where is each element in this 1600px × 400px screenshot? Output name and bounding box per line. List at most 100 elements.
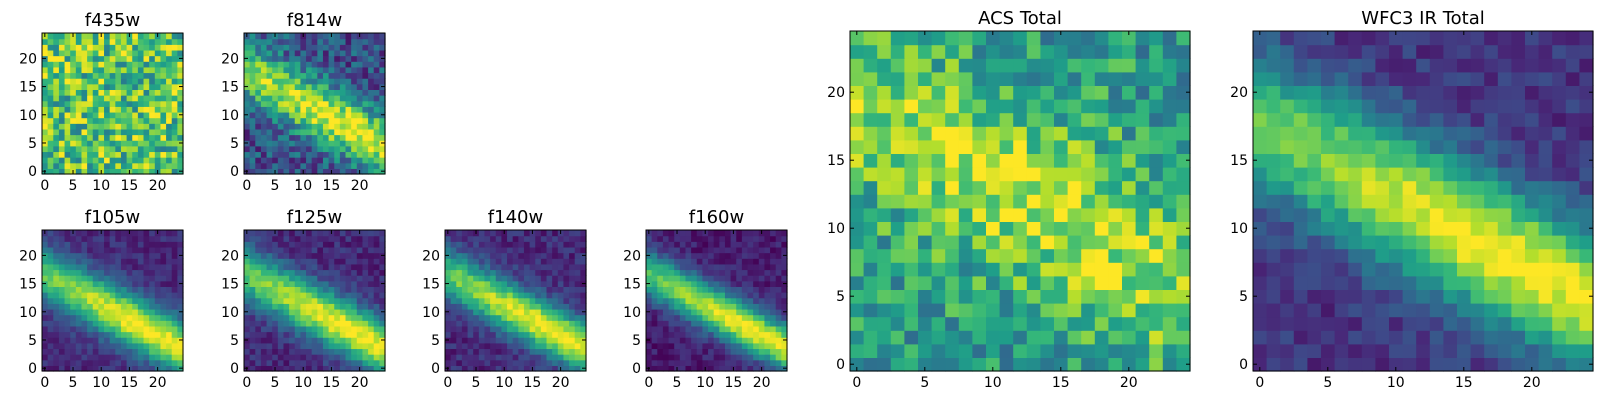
heatmap-cell (742, 264, 748, 270)
heatmap-cell (53, 247, 59, 253)
heatmap-cell (1000, 276, 1014, 290)
heatmap-cell (1122, 113, 1136, 127)
heatmap-cell (547, 286, 553, 292)
heatmap-cell (244, 151, 250, 157)
heatmap-cell (1389, 181, 1403, 195)
heatmap-cell (725, 360, 731, 366)
heatmap-cell (121, 247, 127, 253)
heatmap-cell (283, 292, 289, 298)
heatmap-cell (244, 264, 250, 270)
heatmap-cell (1108, 276, 1122, 290)
heatmap-cell (1484, 330, 1498, 344)
heatmap-cell (317, 95, 323, 101)
heatmap-cell (850, 126, 864, 140)
heatmap-cell (160, 78, 166, 84)
heatmap-cell (306, 78, 312, 84)
heatmap-cell (1149, 303, 1163, 317)
heatmap-cell (877, 58, 891, 72)
heatmap-cell (144, 332, 150, 338)
heatmap-cell (972, 99, 986, 113)
heatmap-cell (1040, 357, 1054, 371)
heatmap-cell (267, 292, 273, 298)
heatmap-cell (53, 354, 59, 360)
heatmap-cell (864, 126, 878, 140)
heatmap-cell (368, 140, 374, 146)
heatmap-cell (127, 264, 133, 270)
heatmap-cell (685, 354, 691, 360)
heatmap-cell (770, 253, 776, 259)
heatmap-cell (295, 140, 301, 146)
heatmap-cell (691, 298, 697, 304)
heatmap-cell (127, 332, 133, 338)
heatmap-cell (674, 309, 680, 315)
heatmap-cell (110, 360, 116, 366)
heatmap-cell (1416, 330, 1430, 344)
heatmap-cell (484, 241, 490, 247)
heatmap-cell (283, 303, 289, 309)
heatmap-cell (65, 292, 71, 298)
heatmap-cell (70, 281, 76, 287)
heatmap-cell (42, 39, 48, 45)
heatmap-cell (1335, 262, 1349, 276)
heatmap-cell (317, 129, 323, 135)
heatmap-cell (1136, 58, 1150, 72)
heatmap-cell (115, 95, 121, 101)
heatmap-cell (81, 50, 87, 56)
heatmap-cell (317, 348, 323, 354)
heatmap-cell (110, 61, 116, 67)
heatmap-cell (575, 354, 581, 360)
heatmap-cell (725, 275, 731, 281)
heatmap-cell (272, 236, 278, 242)
heatmap-cell (329, 281, 335, 287)
heatmap-cell (127, 112, 133, 118)
heatmap-cell (1348, 221, 1362, 235)
heatmap-cell (1000, 303, 1014, 317)
heatmap-cell (535, 269, 541, 275)
heatmap-cell (110, 303, 116, 309)
heatmap-cell (652, 337, 658, 343)
heatmap-cell (1176, 140, 1190, 154)
heatmap-cell (368, 112, 374, 118)
heatmap-cell (468, 281, 474, 287)
heatmap-cell (530, 326, 536, 332)
heatmap-cell (1136, 126, 1150, 140)
heatmap-cell (1136, 208, 1150, 222)
heatmap-cell (719, 258, 725, 264)
heatmap-cell (317, 286, 323, 292)
heatmap-cell (255, 241, 261, 247)
heatmap-cell (864, 140, 878, 154)
heatmap-cell (346, 33, 352, 39)
heatmap-cell (759, 348, 765, 354)
heatmap-cell (1362, 330, 1376, 344)
heatmap-cell (753, 298, 759, 304)
heatmap-cell (451, 303, 457, 309)
heatmap-cell (110, 72, 116, 78)
heatmap-cell (1068, 153, 1082, 167)
heatmap-cell (904, 276, 918, 290)
heatmap-cell (691, 247, 697, 253)
heatmap-cell (115, 348, 121, 354)
heatmap-cell (657, 241, 663, 247)
heatmap-cell (121, 258, 127, 264)
heatmap-cell (697, 269, 703, 275)
heatmap-cell (144, 309, 150, 315)
heatmap-cell (552, 315, 558, 321)
heatmap-cell (1280, 153, 1294, 167)
heatmap-cell (1253, 344, 1267, 358)
heatmap-cell (312, 343, 318, 349)
heatmap-cell (501, 360, 507, 366)
heatmap-cell (76, 146, 82, 152)
heatmap-cell (121, 118, 127, 124)
heatmap-cell (93, 146, 99, 152)
heatmap-cell (160, 303, 166, 309)
heatmap-cell (1081, 208, 1095, 222)
heatmap-cell (1095, 330, 1109, 344)
heatmap-cell (357, 326, 363, 332)
heatmap-cell (1443, 276, 1457, 290)
heatmap-cell (132, 78, 138, 84)
heatmap-cell (697, 320, 703, 326)
heatmap-cell (346, 44, 352, 50)
y-tick-label: 10 (221, 108, 239, 124)
heatmap-cell (864, 235, 878, 249)
heatmap-cell (1321, 262, 1335, 276)
